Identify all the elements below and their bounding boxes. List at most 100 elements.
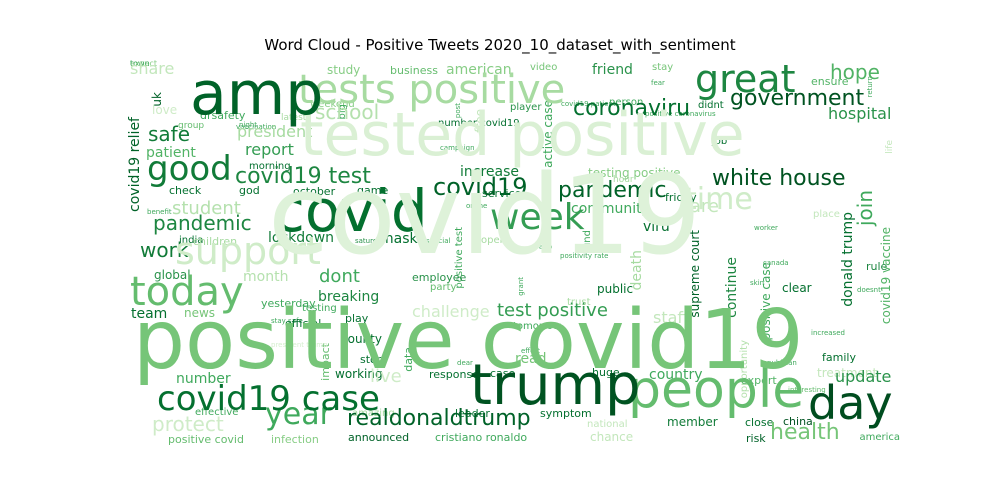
word-testing: testing (302, 303, 337, 314)
word-cristiano-ronaldo: cristiano ronaldo (435, 431, 528, 444)
word-school: school (315, 100, 380, 124)
word-group: group (178, 121, 205, 131)
chart-title: Word Cloud - Positive Tweets 2020_10_dat… (264, 36, 736, 54)
word-covid19-relief: covid19 relief (127, 117, 143, 212)
word-place: place (813, 209, 840, 220)
word-app: app (539, 243, 553, 251)
word-worker: worker (754, 224, 778, 232)
word-great: great (695, 57, 796, 101)
word-global: global (154, 268, 191, 282)
word-friend: friend (592, 62, 633, 78)
word-effort: effort (521, 347, 541, 355)
word-job: job (712, 136, 728, 147)
word-update: update (835, 367, 892, 386)
word-covid19-case: covid19 case (157, 379, 380, 419)
word-case: case (490, 367, 516, 380)
word-american: american (446, 62, 512, 78)
word-open: open (481, 235, 506, 246)
word-morning: morning (249, 161, 291, 172)
word-protect: protect (152, 412, 224, 436)
word-month: month (243, 269, 289, 285)
word-service: service (482, 187, 522, 200)
word-person: person (609, 97, 644, 108)
word-year: year (265, 397, 332, 432)
word-county: county (341, 332, 382, 346)
word-white-house: white house (712, 166, 846, 191)
word-pandemic: pandemic (153, 211, 252, 235)
word-canada: canada (763, 259, 789, 267)
word-announced: announced (348, 431, 410, 444)
word-october: october (293, 185, 336, 198)
word-dear: dear (457, 359, 473, 367)
word-breaking: breaking (318, 289, 380, 305)
word-game: game (357, 184, 389, 197)
word-safe: safe (148, 122, 191, 146)
word-national: national (587, 419, 628, 430)
word-hospital: hospital (828, 104, 892, 123)
word-work: work (140, 238, 189, 262)
word-pandemic: pandemic (558, 178, 667, 203)
word-student: student (172, 198, 241, 219)
word-leader: leader (455, 407, 490, 420)
word-live: live (370, 366, 402, 387)
word-public: public (597, 282, 634, 296)
word-check: check (169, 184, 202, 197)
word-today: today (130, 269, 244, 315)
word-challenge: challenge (412, 302, 490, 321)
word-player: player (510, 102, 542, 113)
word-india: india (179, 235, 204, 246)
word-expert: expert (741, 374, 777, 387)
word-online: online (466, 202, 488, 210)
word-tested-positive: tested positive (300, 100, 745, 170)
word-treatment: treatment (817, 366, 878, 380)
word-party: party (430, 282, 457, 293)
word-study: study (327, 63, 361, 77)
word-expect: expect (130, 59, 158, 68)
word-donald-trump: donald trump (840, 212, 856, 307)
word-testing-positive: testing positive (588, 166, 681, 180)
word-doesnt: doesnt (857, 286, 881, 294)
word-member: member (667, 415, 718, 429)
word-president-trump: president trump (271, 341, 328, 349)
word-skin: skin (750, 279, 765, 287)
word-day: day (808, 376, 893, 430)
word-tomorrow: tomorrow (513, 321, 562, 332)
word-ensure: ensure (811, 75, 849, 88)
word-viru: viru (643, 219, 670, 235)
word-trust: trust (567, 297, 591, 308)
word-positivity-rate: positivity rate (560, 252, 609, 260)
word-fear: fear (651, 79, 665, 87)
word-people: people (628, 360, 805, 420)
word-weekend: weekend (310, 99, 355, 110)
word-read: read (515, 351, 547, 367)
word-hour: hour (613, 175, 634, 185)
word-number: number (176, 371, 231, 387)
word-republican: republican (760, 359, 797, 367)
word-saturday: saturday (355, 237, 386, 245)
word-night: night (239, 121, 258, 129)
word-positive-coronavirus: positive coronavirus (645, 110, 716, 118)
word-support: support (175, 229, 321, 273)
word-health: health (770, 420, 840, 445)
word-covid19-patient: covid19 patient (561, 100, 616, 108)
word-interesting: interesting (788, 386, 826, 394)
word-team: team (131, 306, 168, 322)
word-number-covid19: number covid19 (438, 118, 520, 129)
word-town: town (130, 59, 150, 68)
word-risk: risk (746, 432, 766, 445)
word-yesterday: yesterday (261, 297, 316, 310)
word-life: life (885, 140, 895, 154)
word-campaign: campaign (440, 144, 475, 152)
word-increased: increased (811, 329, 845, 337)
word-business: business (390, 64, 438, 77)
word-chance: chance (590, 430, 634, 444)
word-covid19-vaccine: covid19 vaccine (879, 227, 893, 325)
word-working: working (335, 367, 383, 381)
word-government: government (730, 86, 865, 111)
word-play: play (345, 312, 369, 325)
word-share: share (130, 59, 175, 78)
word-increase: increase (460, 164, 520, 180)
word-children: children (193, 235, 238, 248)
word-care: care (680, 196, 720, 217)
